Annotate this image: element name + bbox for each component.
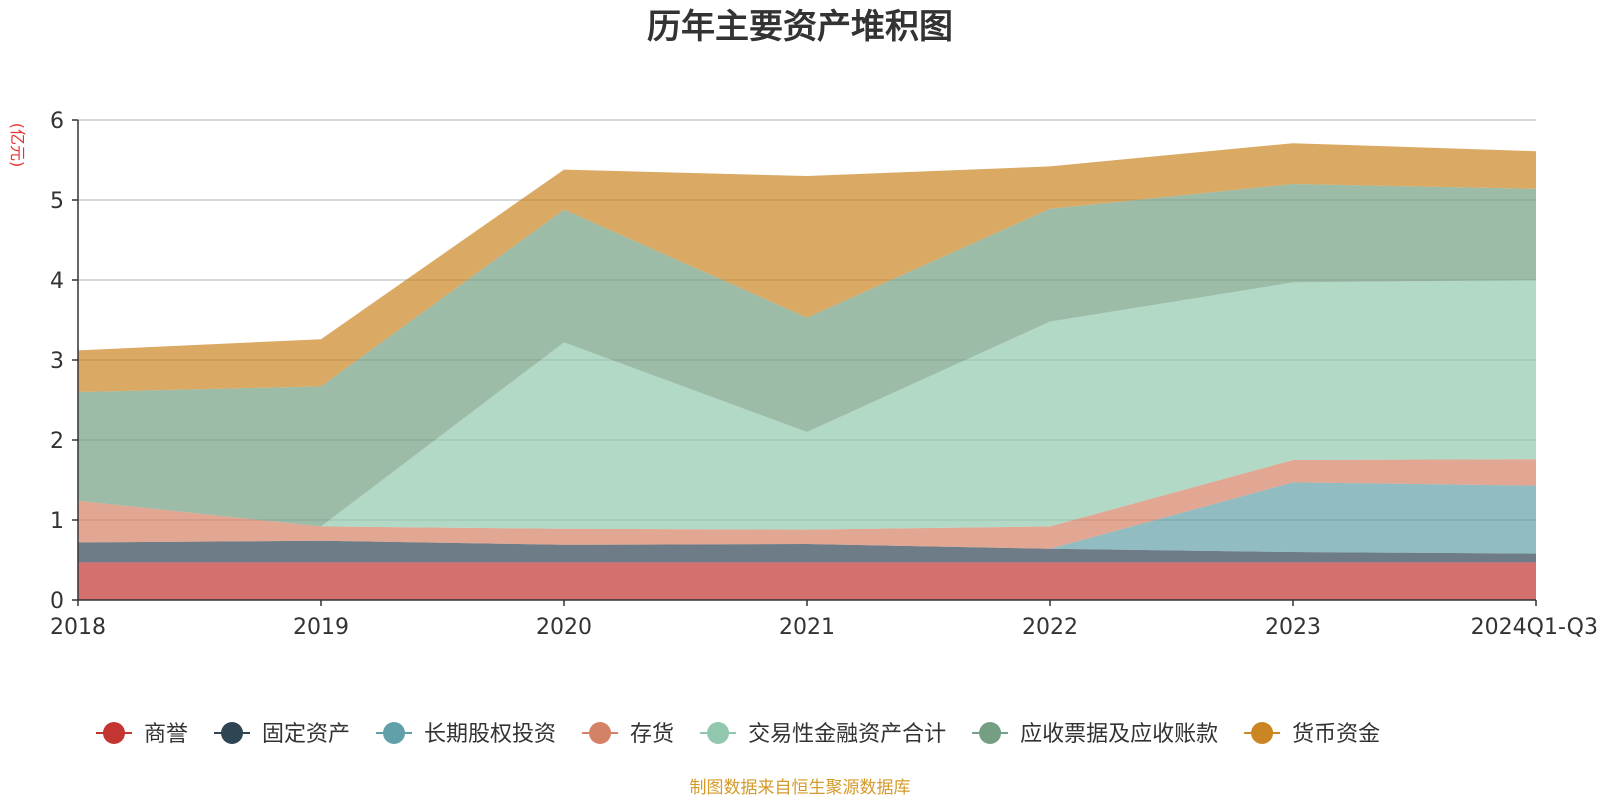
axes: 0 1 2 3 4 5 6 2018 2019 2020 2021 2022 2023 2024Q1-Q3 — [50, 109, 1598, 640]
x-tick-label: 2023 — [1265, 615, 1321, 640]
legend-label: 货币资金 — [1292, 722, 1380, 747]
area-series — [78, 562, 1536, 600]
area-series — [78, 143, 1536, 392]
legend-item[interactable]: 长期股权投资 — [376, 722, 556, 747]
legend-dot-icon — [221, 722, 244, 744]
area-series — [78, 459, 1536, 549]
x-tick-label: 2018 — [50, 615, 106, 640]
y-tick-label: 6 — [50, 109, 64, 134]
legend-dot-icon — [103, 722, 125, 744]
y-tick-label: 2 — [50, 429, 64, 454]
legend-item[interactable]: 货币资金 — [1244, 722, 1380, 747]
area-series — [78, 280, 1536, 530]
legend-dot-icon — [979, 722, 1002, 744]
legend-dot-icon — [707, 722, 730, 744]
area-series — [78, 184, 1536, 527]
y-tick-label: 3 — [50, 349, 64, 374]
legend-item[interactable]: 交易性金融资产合计 — [700, 722, 946, 747]
y-tick-label: 1 — [50, 509, 64, 534]
legend-label: 应收票据及应收账款 — [1020, 722, 1218, 747]
legend-item[interactable]: 商誉 — [96, 722, 188, 747]
x-tick-label: 2021 — [779, 615, 835, 640]
y-tick-label: 0 — [50, 589, 64, 614]
stacked-areas — [78, 143, 1536, 600]
x-tick-label: 2020 — [536, 615, 592, 640]
legend-dot-icon — [589, 722, 612, 744]
legend-label: 存货 — [630, 722, 674, 747]
legend-label: 商誉 — [144, 722, 188, 747]
legend-label: 固定资产 — [262, 722, 350, 747]
x-tick-label: 2024Q1-Q3 — [1471, 615, 1598, 640]
area-series — [78, 540, 1536, 563]
legend-item[interactable]: 应收票据及应收账款 — [972, 722, 1218, 747]
data-source-note: 制图数据来自恒生聚源数据库 — [690, 778, 911, 798]
legend-dot-icon — [1251, 722, 1274, 744]
x-tick-label: 2019 — [293, 615, 349, 640]
y-tick-label: 5 — [50, 189, 64, 214]
chart-title: 历年主要资产堆积图 — [647, 7, 953, 47]
legend-label: 交易性金融资产合计 — [748, 722, 946, 747]
y-axis-unit: (亿元) — [8, 123, 27, 168]
y-tick-label: 4 — [50, 269, 64, 294]
legend: 商誉 固定资产 长期股权投资 存货 交易性金融资产合计 应收票据及应收账款 货币资金 — [96, 722, 1380, 747]
legend-label: 长期股权投资 — [424, 722, 556, 747]
legend-dot-icon — [383, 722, 406, 744]
x-tick-label: 2022 — [1022, 615, 1078, 640]
legend-item[interactable]: 存货 — [582, 722, 674, 747]
legend-item[interactable]: 固定资产 — [214, 722, 350, 747]
area-series — [78, 482, 1536, 554]
